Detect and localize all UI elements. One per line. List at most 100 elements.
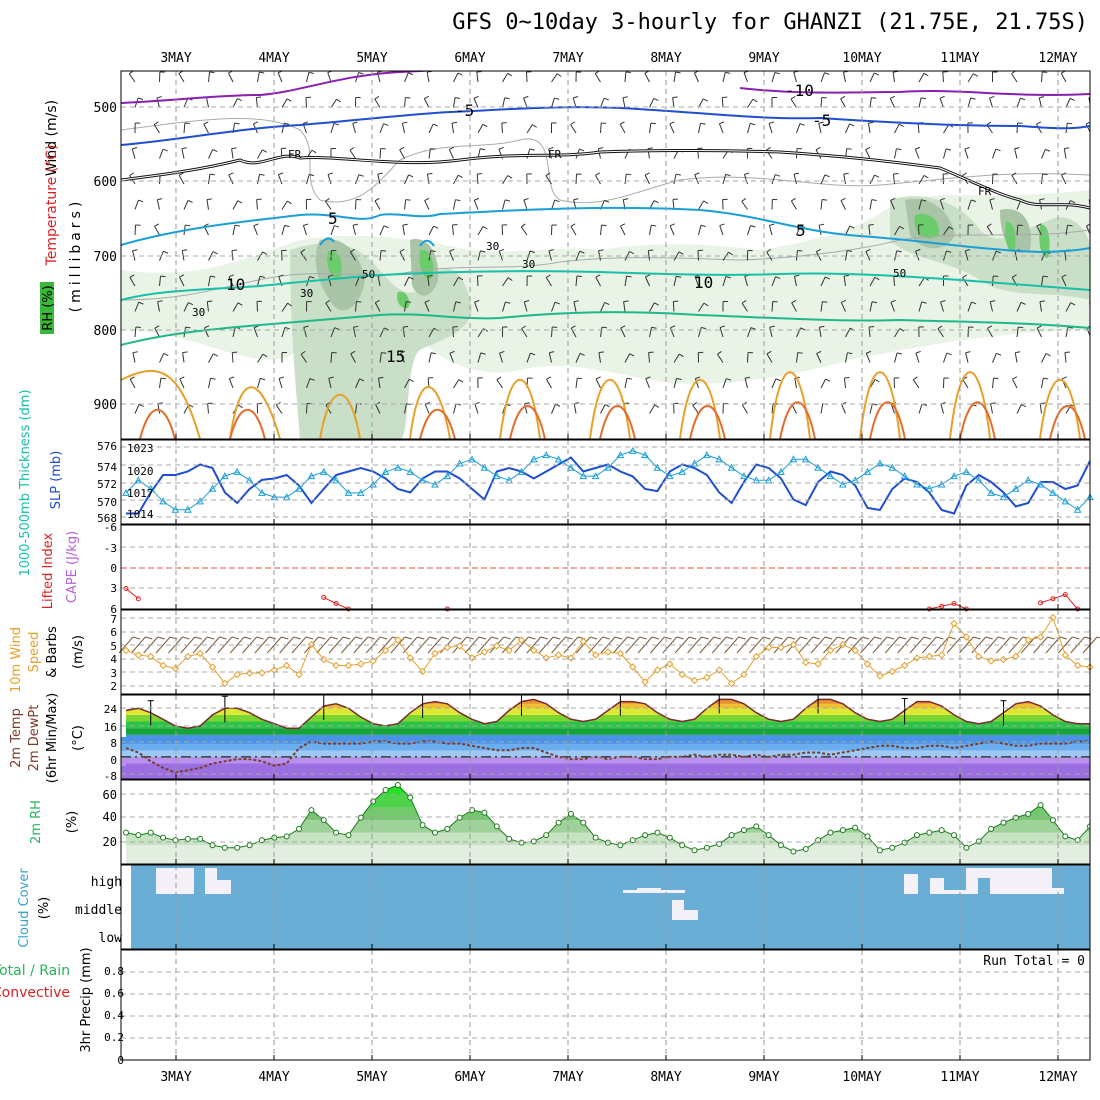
wind-barb bbox=[675, 173, 681, 176]
wind-barb bbox=[355, 276, 360, 287]
cloud-cover-blocks bbox=[156, 868, 1064, 920]
tick-label: 600 bbox=[94, 175, 117, 190]
wind-barb bbox=[645, 274, 651, 278]
wind-barb bbox=[181, 148, 185, 159]
wind-speed-point bbox=[764, 643, 773, 652]
wind-barb bbox=[993, 377, 999, 380]
wind-barb bbox=[383, 225, 389, 229]
wind-barb bbox=[554, 199, 560, 203]
wind-barb bbox=[163, 250, 169, 254]
rh-point bbox=[765, 832, 772, 839]
wind-barb bbox=[822, 301, 828, 303]
wind-barb bbox=[970, 199, 976, 203]
wind-barb bbox=[404, 403, 407, 414]
wind-barb bbox=[871, 199, 877, 202]
rh-point bbox=[951, 832, 958, 839]
wind-barb bbox=[1069, 97, 1075, 101]
wind-barb bbox=[1096, 354, 1100, 357]
tick-label: 7 bbox=[110, 613, 117, 626]
wind-barb bbox=[286, 98, 292, 102]
wind-barb bbox=[719, 225, 724, 236]
wind-barb bbox=[987, 325, 993, 329]
panel-frame bbox=[120, 70, 1091, 440]
wind-speed-point bbox=[863, 660, 872, 668]
wind-barb bbox=[1039, 96, 1045, 99]
wind-barb bbox=[453, 379, 460, 389]
date-label: 7MAY bbox=[552, 51, 583, 66]
panel-frame bbox=[120, 609, 1091, 695]
wind-barb bbox=[1012, 376, 1018, 380]
wind-barb bbox=[650, 122, 656, 125]
wind-barb bbox=[601, 224, 607, 227]
wind-barb bbox=[769, 223, 775, 226]
wind-barb bbox=[825, 378, 831, 382]
contour-label: 10 bbox=[226, 275, 245, 294]
tick-label: 0.8 bbox=[104, 965, 124, 978]
wind-barb bbox=[573, 403, 577, 414]
wind-barb bbox=[1064, 250, 1067, 261]
contour-minus5 bbox=[121, 106, 1090, 146]
wind-barb bbox=[426, 72, 430, 83]
rh-point bbox=[197, 835, 204, 842]
wind-barb bbox=[178, 172, 184, 176]
wind-barb bbox=[747, 327, 752, 338]
thickness-point bbox=[542, 451, 551, 459]
wind-speed-point bbox=[381, 646, 390, 655]
tick-label: 0 bbox=[117, 1054, 124, 1067]
wind-barb bbox=[349, 149, 356, 159]
wind-speed-point bbox=[876, 672, 884, 680]
wind-barb bbox=[1067, 224, 1073, 227]
wind-barb bbox=[132, 352, 136, 363]
wind-barb bbox=[943, 226, 950, 236]
wind-barb bbox=[244, 636, 252, 640]
wind-speed-point bbox=[233, 670, 241, 679]
rh-point bbox=[296, 825, 303, 832]
wind-barb bbox=[921, 636, 937, 654]
wind-barb bbox=[961, 172, 967, 177]
wind-barb bbox=[992, 275, 994, 287]
wind-barb bbox=[349, 146, 355, 151]
axis-title-rh-unit: (%) bbox=[65, 811, 80, 834]
wind-barb bbox=[845, 250, 848, 261]
wind-barb bbox=[894, 226, 900, 236]
wind-speed-point bbox=[641, 678, 649, 686]
wind-barb bbox=[206, 199, 209, 210]
wind-barb bbox=[208, 276, 211, 287]
rh-point bbox=[481, 809, 488, 816]
wind-barb bbox=[1095, 252, 1099, 254]
wind-barb bbox=[287, 200, 292, 205]
wind-barb bbox=[915, 146, 921, 150]
wind-barb bbox=[622, 96, 628, 99]
wind-barb bbox=[448, 149, 454, 159]
wind-barb bbox=[402, 225, 405, 236]
axis-title-convective: Convective bbox=[0, 985, 70, 1001]
wind-barb bbox=[967, 73, 974, 83]
panel-frame bbox=[120, 439, 1091, 525]
wind-barb bbox=[375, 299, 380, 304]
wind-barb bbox=[1039, 300, 1045, 303]
temp-band bbox=[126, 714, 1090, 722]
thickness-point bbox=[196, 497, 204, 505]
wind-barb bbox=[300, 249, 306, 253]
wind-speed-point bbox=[950, 619, 958, 628]
wind-barb bbox=[453, 277, 459, 287]
wind-barb bbox=[1016, 122, 1019, 134]
wind-speed-point bbox=[937, 651, 946, 659]
wind-barb bbox=[725, 275, 731, 279]
wind-barb bbox=[548, 249, 554, 252]
wind-barb bbox=[208, 251, 214, 261]
wind-barb bbox=[892, 174, 895, 185]
wind-barb bbox=[428, 352, 432, 363]
wind-barb bbox=[132, 249, 138, 252]
wind-barb bbox=[206, 198, 212, 201]
wind-barb bbox=[912, 376, 918, 381]
wind-barb bbox=[719, 121, 725, 125]
wind-barb bbox=[692, 402, 698, 406]
wind-barb bbox=[399, 149, 405, 159]
wind-barb bbox=[725, 173, 731, 177]
wind-barb bbox=[284, 224, 290, 228]
wind-barb bbox=[318, 636, 326, 640]
wind-barb bbox=[257, 353, 264, 363]
wind-barb bbox=[309, 276, 315, 279]
wind-speed-point bbox=[530, 646, 538, 655]
